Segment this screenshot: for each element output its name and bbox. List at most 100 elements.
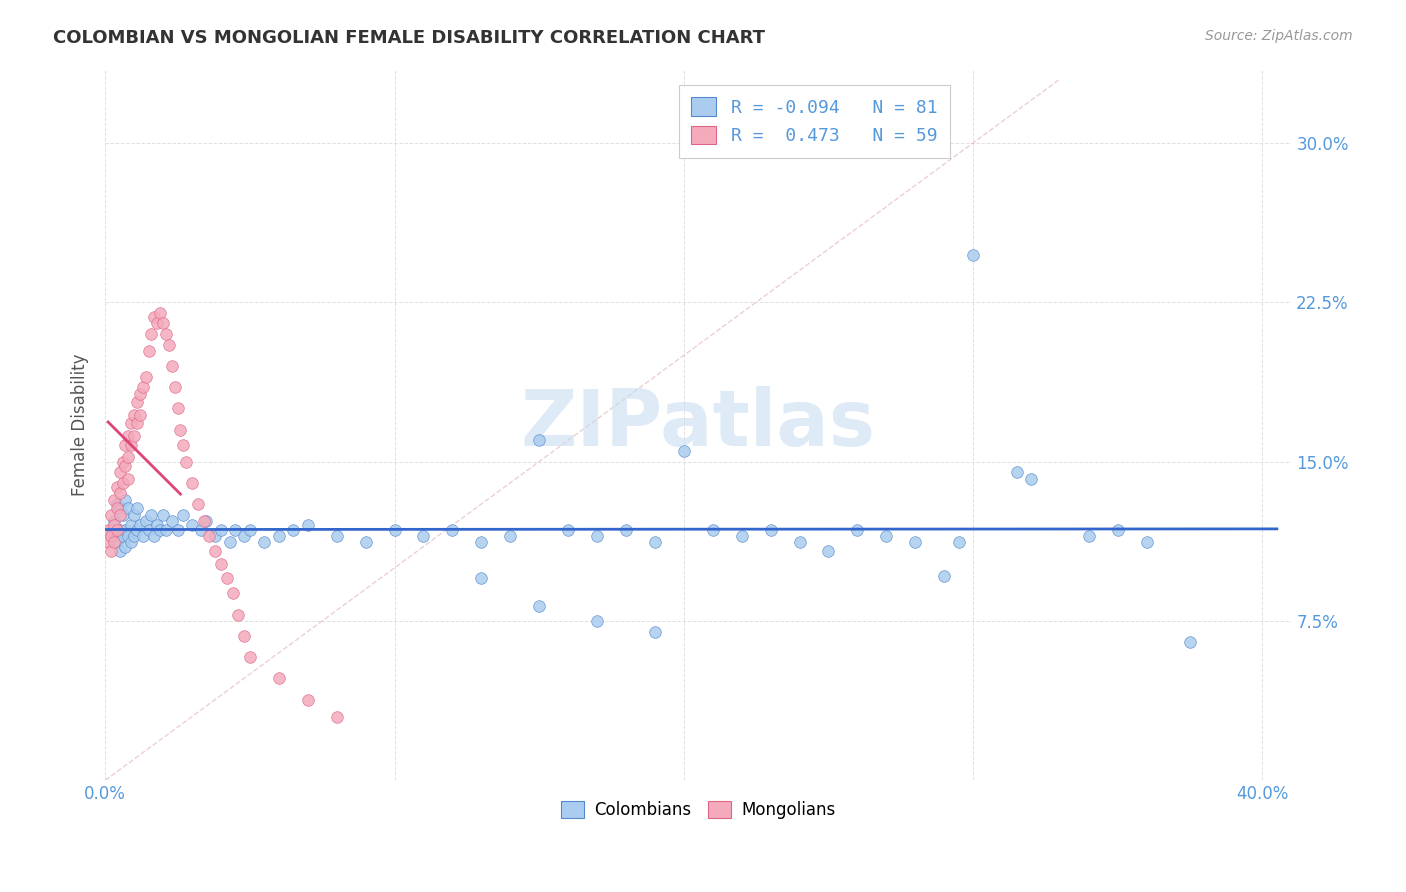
Point xyxy=(702,523,724,537)
Point xyxy=(114,458,136,473)
Point xyxy=(204,529,226,543)
Point xyxy=(122,408,145,422)
Point xyxy=(120,535,142,549)
Point xyxy=(172,508,194,522)
Point xyxy=(875,529,897,543)
Point xyxy=(152,508,174,522)
Point xyxy=(759,523,782,537)
Point xyxy=(233,629,256,643)
Point xyxy=(125,501,148,516)
Point xyxy=(103,492,125,507)
Point xyxy=(672,444,695,458)
Point xyxy=(195,514,218,528)
Point xyxy=(1178,635,1201,649)
Point xyxy=(129,408,152,422)
Point xyxy=(218,535,240,549)
Point xyxy=(169,423,191,437)
Point xyxy=(325,529,347,543)
Point xyxy=(174,454,197,468)
Point xyxy=(108,501,131,516)
Text: Source: ZipAtlas.com: Source: ZipAtlas.com xyxy=(1205,29,1353,43)
Point xyxy=(146,317,169,331)
Point xyxy=(97,535,120,549)
Point xyxy=(166,523,188,537)
Point xyxy=(948,535,970,549)
Point xyxy=(644,535,666,549)
Point xyxy=(114,540,136,554)
Point xyxy=(1005,465,1028,479)
Point xyxy=(644,624,666,639)
Point xyxy=(904,535,927,549)
Point xyxy=(114,437,136,451)
Point xyxy=(149,306,172,320)
Point xyxy=(157,337,180,351)
Point xyxy=(1019,472,1042,486)
Point xyxy=(132,380,155,394)
Point xyxy=(125,395,148,409)
Point xyxy=(117,450,139,465)
Point xyxy=(586,529,609,543)
Point xyxy=(181,475,204,490)
Point xyxy=(1077,529,1099,543)
Point xyxy=(141,508,163,522)
Point xyxy=(100,508,122,522)
Point xyxy=(117,529,139,543)
Point xyxy=(103,529,125,543)
Y-axis label: Female Disability: Female Disability xyxy=(72,353,89,496)
Point xyxy=(122,429,145,443)
Point xyxy=(441,523,464,537)
Point xyxy=(557,523,579,537)
Point xyxy=(132,529,155,543)
Point xyxy=(114,523,136,537)
Point xyxy=(117,501,139,516)
Point xyxy=(325,709,347,723)
Point xyxy=(108,508,131,522)
Point xyxy=(114,492,136,507)
Point xyxy=(172,437,194,451)
Point xyxy=(97,523,120,537)
Point xyxy=(1136,535,1159,549)
Point xyxy=(108,523,131,537)
Point xyxy=(499,529,522,543)
Point xyxy=(412,529,434,543)
Point xyxy=(297,518,319,533)
Point xyxy=(141,327,163,342)
Point xyxy=(129,386,152,401)
Point xyxy=(100,529,122,543)
Point xyxy=(143,310,166,325)
Point xyxy=(122,508,145,522)
Point xyxy=(789,535,811,549)
Point xyxy=(962,248,984,262)
Point xyxy=(614,523,637,537)
Point xyxy=(105,535,128,549)
Point xyxy=(111,475,134,490)
Point xyxy=(111,529,134,543)
Point xyxy=(122,529,145,543)
Point xyxy=(103,514,125,528)
Point xyxy=(105,501,128,516)
Point xyxy=(187,497,209,511)
Point xyxy=(117,472,139,486)
Point xyxy=(239,523,262,537)
Point xyxy=(267,671,290,685)
Point xyxy=(384,523,406,537)
Point xyxy=(198,529,221,543)
Point xyxy=(209,523,232,537)
Point xyxy=(108,465,131,479)
Point xyxy=(160,514,183,528)
Point xyxy=(527,599,550,613)
Point xyxy=(155,523,177,537)
Point xyxy=(120,437,142,451)
Point xyxy=(138,344,160,359)
Point xyxy=(1107,523,1129,537)
Point xyxy=(103,535,125,549)
Point xyxy=(152,317,174,331)
Point xyxy=(146,518,169,533)
Point xyxy=(253,535,276,549)
Point xyxy=(224,523,246,537)
Point xyxy=(125,523,148,537)
Point xyxy=(135,514,157,528)
Point xyxy=(204,544,226,558)
Point xyxy=(166,401,188,416)
Point xyxy=(129,518,152,533)
